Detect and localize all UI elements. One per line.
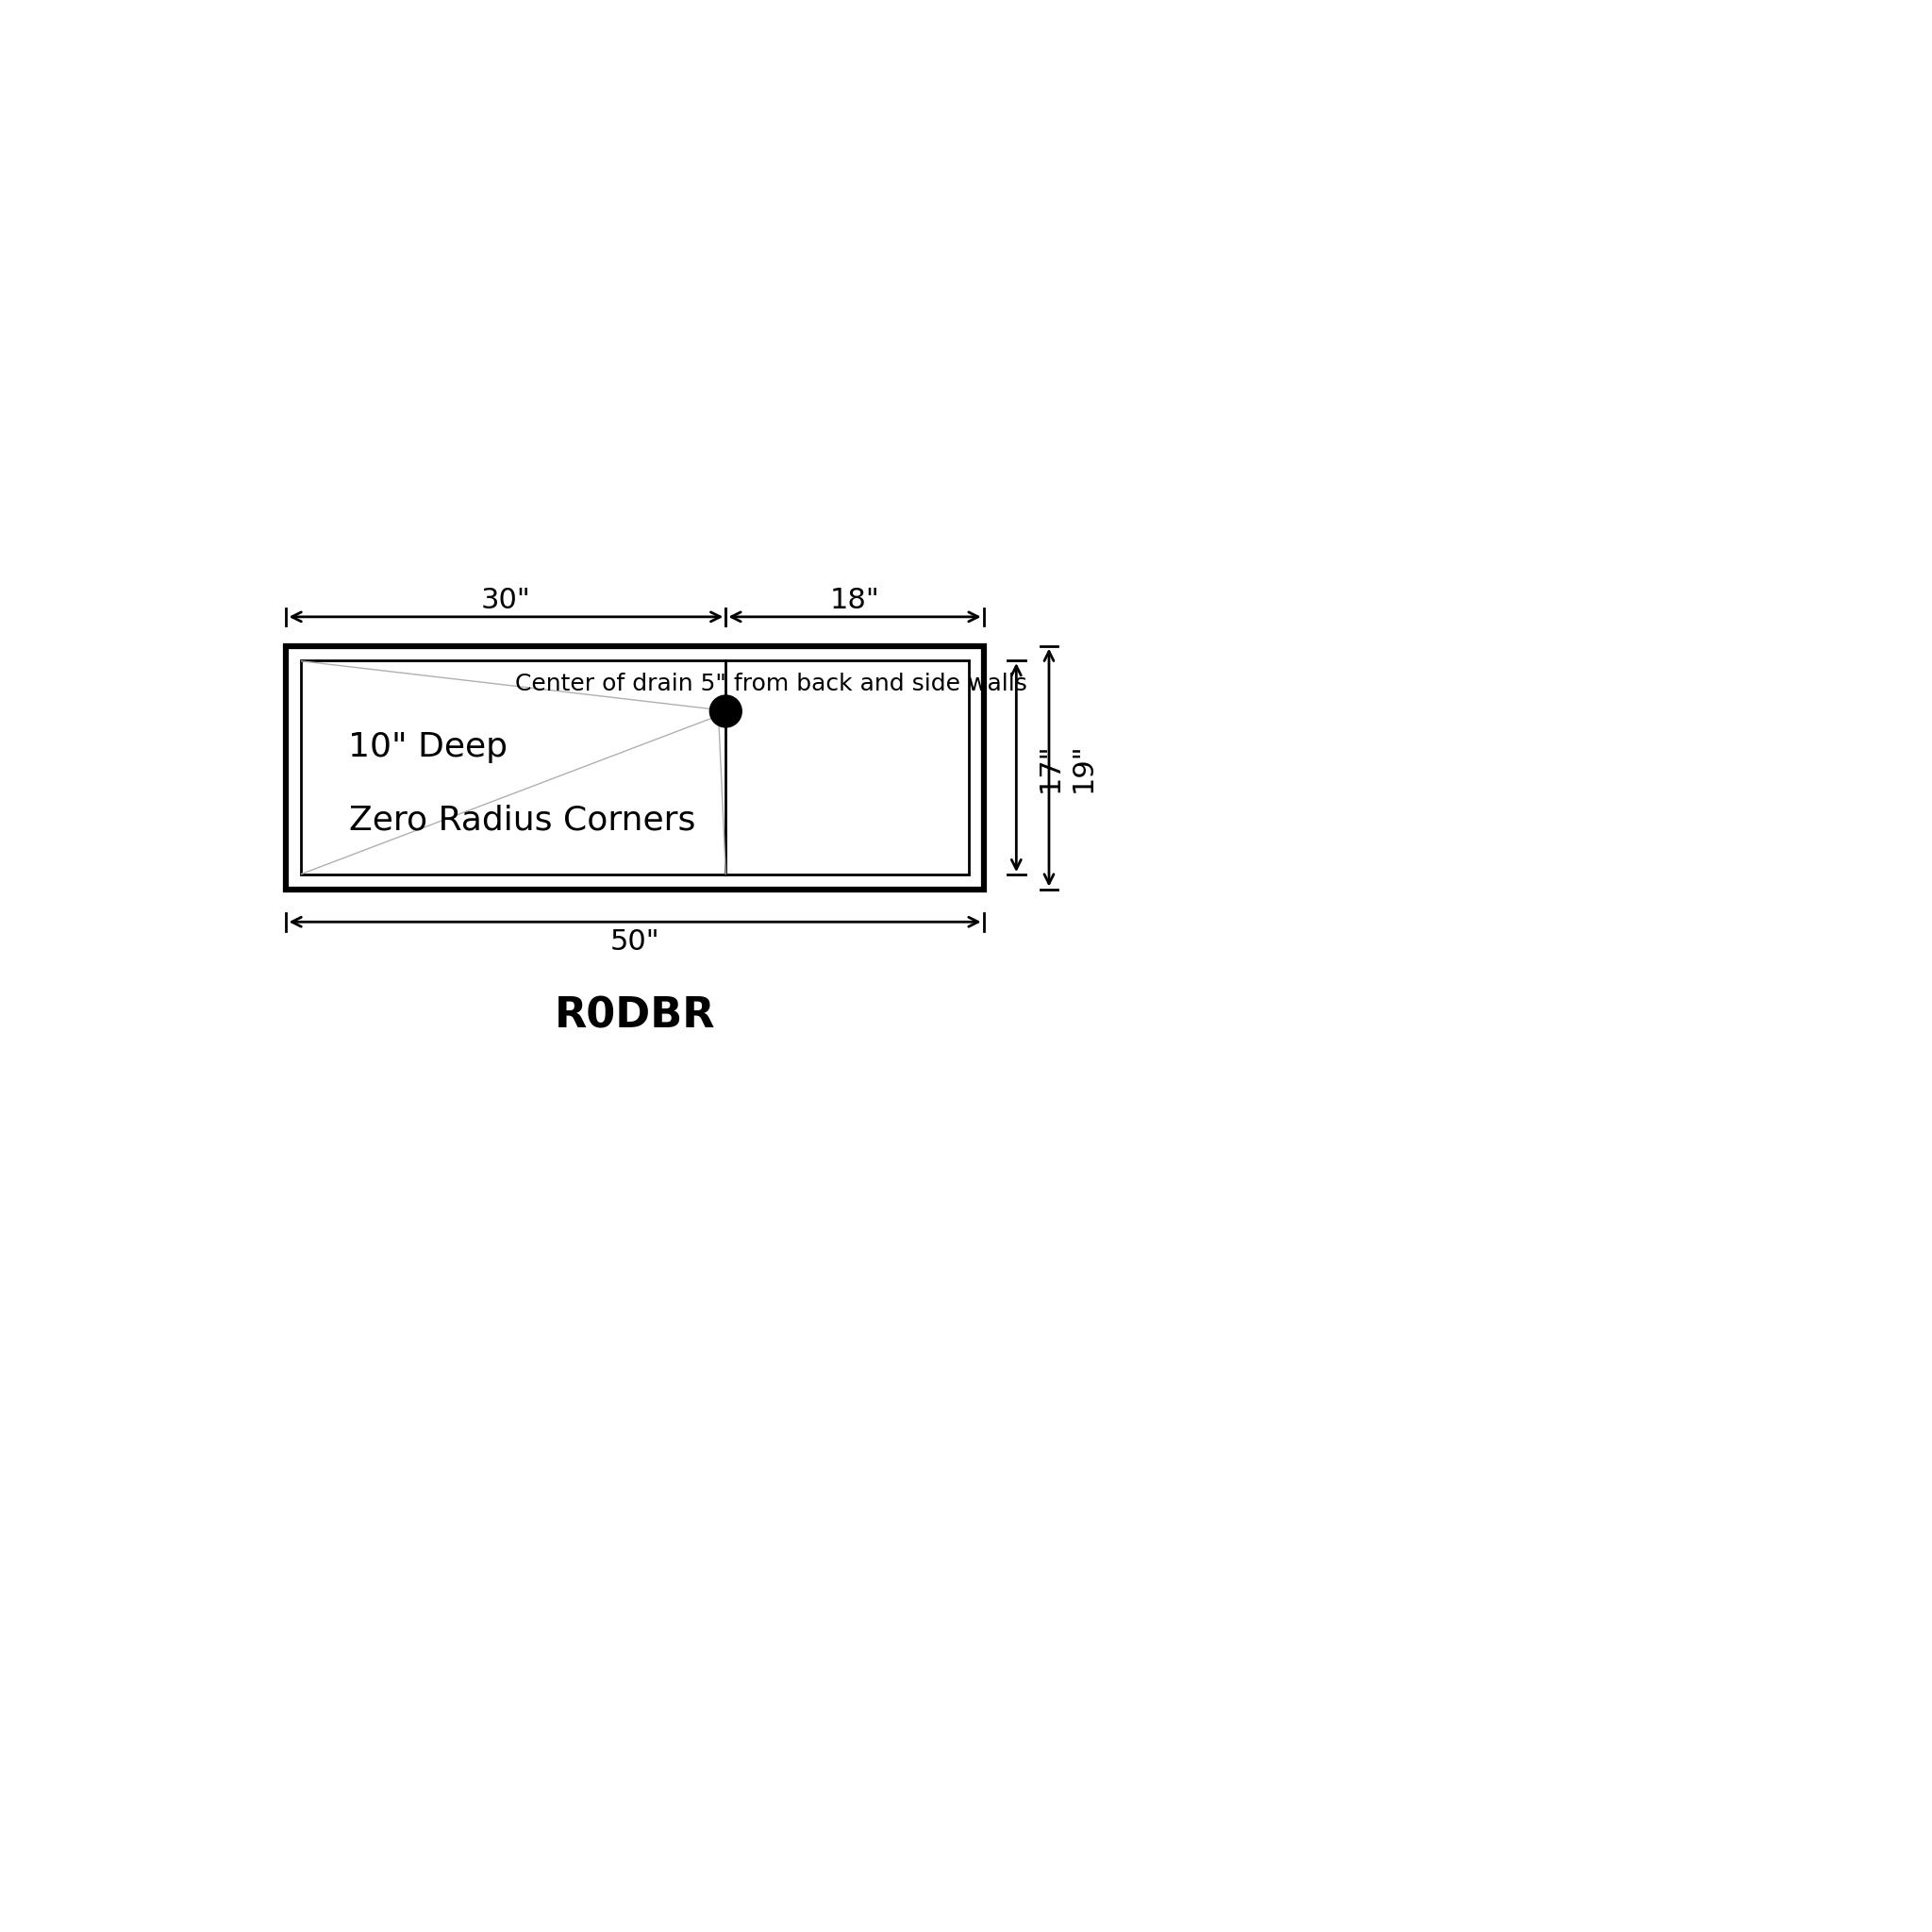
- Text: 19": 19": [1068, 742, 1097, 792]
- Text: Zero Radius Corners: Zero Radius Corners: [350, 804, 696, 837]
- Bar: [301, 661, 970, 875]
- Text: R0DBR: R0DBR: [554, 997, 715, 1037]
- Circle shape: [709, 696, 742, 726]
- Text: 17": 17": [1037, 742, 1065, 792]
- Bar: [286, 645, 983, 889]
- Text: Center of drain 5" from back and side walls: Center of drain 5" from back and side wa…: [516, 672, 1028, 696]
- Text: 18": 18": [831, 587, 879, 614]
- Text: 50": 50": [611, 929, 659, 956]
- Text: 30": 30": [481, 587, 531, 614]
- Text: 10" Deep: 10" Deep: [348, 732, 508, 763]
